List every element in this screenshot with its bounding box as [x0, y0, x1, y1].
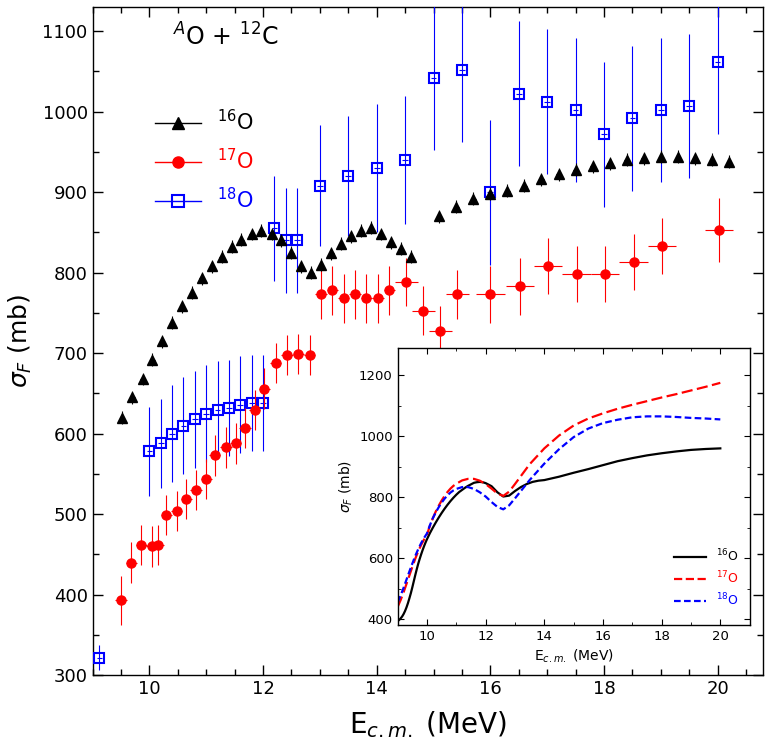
Y-axis label: $\sigma_{F}$ (mb): $\sigma_{F}$ (mb) — [7, 294, 34, 388]
X-axis label: E$_{c.m.}$ (MeV): E$_{c.m.}$ (MeV) — [349, 709, 507, 740]
Text: $^{A}$O + $^{12}$C: $^{A}$O + $^{12}$C — [173, 24, 279, 51]
Legend: $^{16}$O, $^{17}$O, $^{18}$O: $^{16}$O, $^{17}$O, $^{18}$O — [146, 101, 263, 220]
